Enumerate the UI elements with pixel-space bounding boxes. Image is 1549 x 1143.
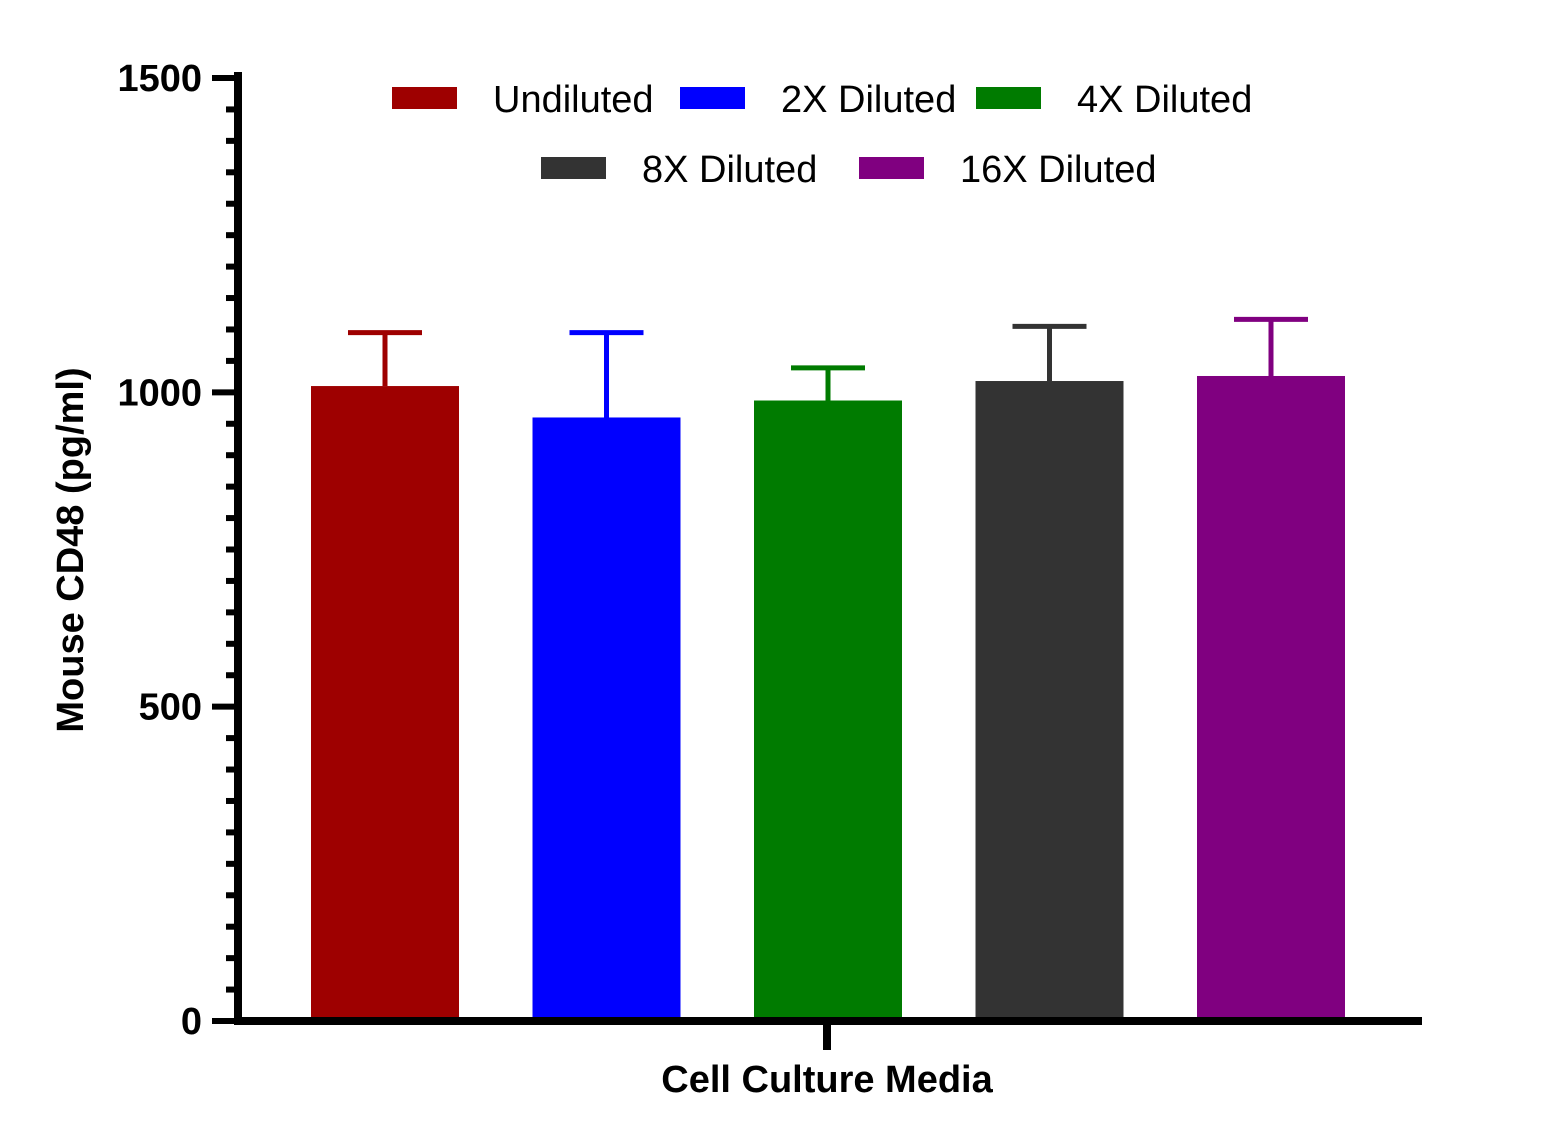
legend-item: 16X Diluted	[859, 149, 1156, 191]
legend-item: 8X Diluted	[541, 149, 817, 191]
error-bars-layer	[348, 316, 1308, 418]
legend-swatch	[976, 87, 1041, 109]
legend-label: 8X Diluted	[642, 149, 817, 191]
bar	[311, 386, 459, 1022]
legend-label: Undiluted	[493, 79, 654, 121]
legend-label: 16X Diluted	[960, 149, 1156, 191]
bars-layer	[311, 375, 1345, 1022]
bar	[532, 417, 681, 1022]
y-tick-label: 500	[139, 687, 202, 729]
legend-label: 4X Diluted	[1077, 79, 1252, 121]
x-axis-title: Cell Culture Media	[661, 1059, 993, 1101]
y-tick-label: 1500	[117, 58, 202, 100]
legend-label: 2X Diluted	[781, 79, 956, 121]
bar	[975, 381, 1124, 1021]
legend-swatch	[859, 157, 924, 179]
legend-item: 4X Diluted	[976, 79, 1252, 121]
legend: Undiluted 2X Diluted 4X Diluted 8X Diluted 1…	[392, 79, 1252, 191]
y-axis-title: Mouse CD48 (pg/ml)	[50, 367, 92, 732]
legend-item: 2X Diluted	[680, 79, 956, 121]
legend-swatch	[680, 87, 745, 109]
y-tick-label: 1000	[117, 372, 202, 414]
y-tick-label: 0	[181, 1001, 202, 1043]
legend-swatch	[392, 87, 457, 109]
bar	[754, 400, 902, 1022]
legend-item: Undiluted	[392, 79, 654, 121]
y-ticks-layer: 0 500 1000 1500	[117, 58, 238, 1043]
legend-swatch	[541, 157, 606, 179]
bar	[1197, 375, 1345, 1021]
